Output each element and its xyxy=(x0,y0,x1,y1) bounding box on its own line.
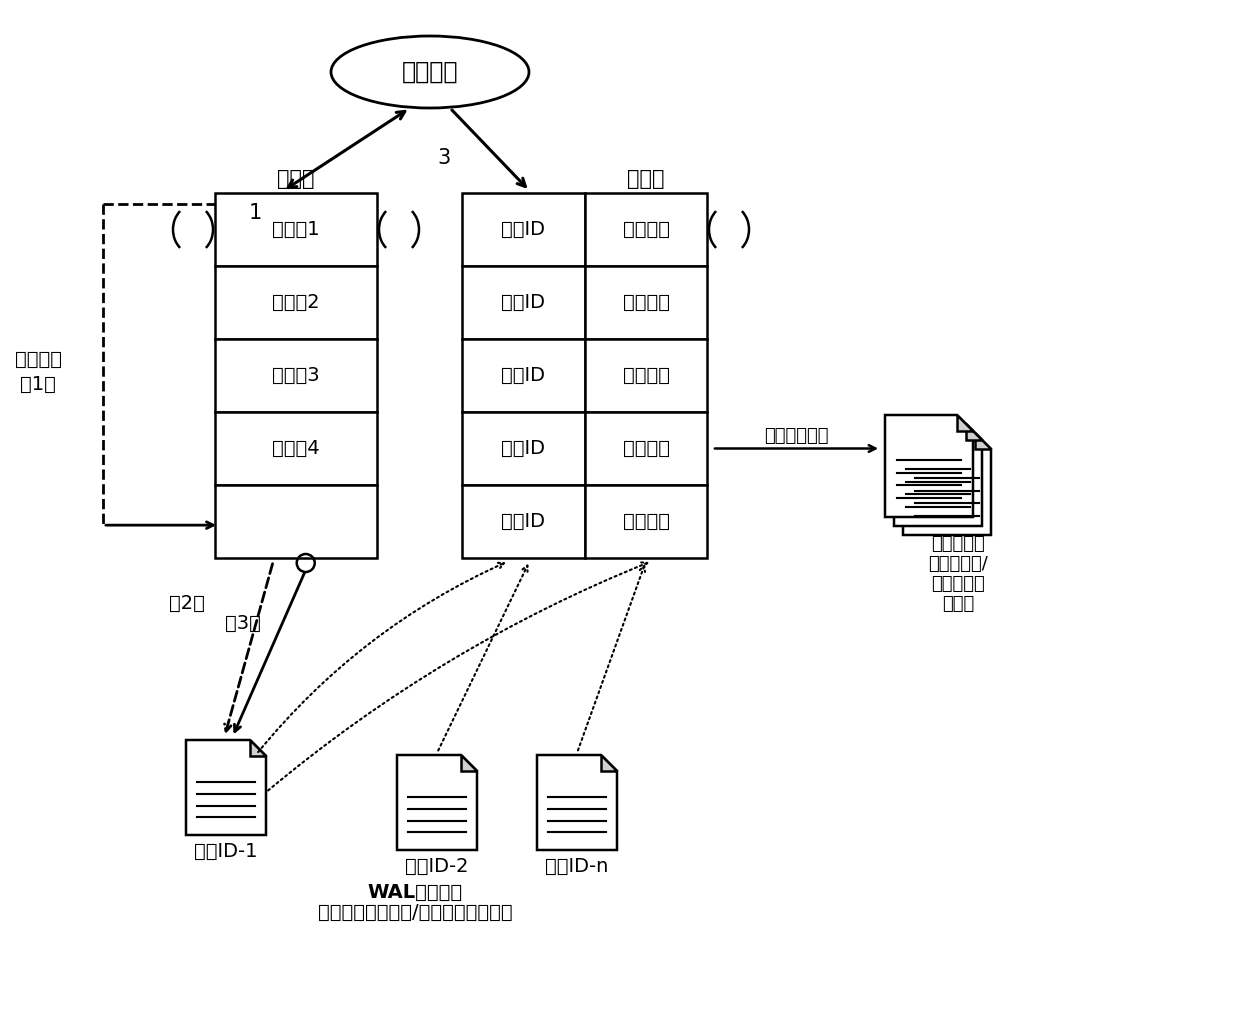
Text: 偏移地址: 偏移地址 xyxy=(622,439,670,458)
Ellipse shape xyxy=(331,36,529,108)
Text: 主队列: 主队列 xyxy=(278,169,315,189)
Text: 文件ID: 文件ID xyxy=(501,366,546,385)
Text: （本地存储/: （本地存储/ xyxy=(928,555,988,573)
Polygon shape xyxy=(186,740,267,835)
Text: 存储）: 存储） xyxy=(942,595,975,613)
Bar xyxy=(215,193,377,267)
Text: 偏移地址: 偏移地址 xyxy=(622,366,670,385)
Polygon shape xyxy=(894,424,982,526)
Bar xyxy=(215,339,377,412)
Text: （本地多目录存储/分布式文件存储）: （本地多目录存储/分布式文件存储） xyxy=(317,903,512,921)
Text: 数据体4: 数据体4 xyxy=(273,439,320,458)
Text: 数据体3: 数据体3 xyxy=(273,366,320,385)
Text: 偏移地址: 偏移地址 xyxy=(622,220,670,239)
Bar xyxy=(215,267,377,339)
Polygon shape xyxy=(957,415,973,431)
Polygon shape xyxy=(966,424,982,440)
Polygon shape xyxy=(885,415,973,516)
Text: 3: 3 xyxy=(438,148,450,168)
Polygon shape xyxy=(601,755,618,771)
Text: 偏移地址: 偏移地址 xyxy=(622,512,670,531)
Polygon shape xyxy=(250,740,267,756)
Polygon shape xyxy=(975,433,991,449)
Bar xyxy=(585,267,707,339)
Polygon shape xyxy=(397,755,477,850)
Text: 偏移地址: 偏移地址 xyxy=(622,293,670,312)
Polygon shape xyxy=(903,433,991,535)
Text: 文件ID: 文件ID xyxy=(501,220,546,239)
Text: 处理失败: 处理失败 xyxy=(15,350,62,369)
Text: 分布式文件: 分布式文件 xyxy=(931,575,985,593)
Polygon shape xyxy=(461,755,477,771)
Bar xyxy=(215,412,377,486)
Polygon shape xyxy=(537,755,618,850)
Text: 计算单元: 计算单元 xyxy=(402,60,459,84)
Bar xyxy=(463,486,585,558)
Text: 从队列: 从队列 xyxy=(627,169,665,189)
Text: （2）: （2） xyxy=(169,594,205,613)
Text: （3）: （3） xyxy=(226,614,260,632)
Bar xyxy=(585,339,707,412)
Bar xyxy=(463,267,585,339)
Text: 1: 1 xyxy=(248,204,262,223)
Text: 文件ID-2: 文件ID-2 xyxy=(405,856,469,876)
Text: WAL日志文件: WAL日志文件 xyxy=(367,882,463,902)
Bar xyxy=(585,193,707,267)
Text: 数据体1: 数据体1 xyxy=(273,220,320,239)
Text: 检查点文件: 检查点文件 xyxy=(931,535,985,553)
Text: 文件ID-n: 文件ID-n xyxy=(546,856,609,876)
Bar xyxy=(585,412,707,486)
Text: 文件ID: 文件ID xyxy=(501,293,546,312)
Text: 定时做检查点: 定时做检查点 xyxy=(764,428,828,445)
Bar xyxy=(463,339,585,412)
Text: 文件ID: 文件ID xyxy=(501,512,546,531)
Text: 数据体2: 数据体2 xyxy=(273,293,320,312)
Text: 文件ID: 文件ID xyxy=(501,439,546,458)
Bar xyxy=(463,412,585,486)
Bar xyxy=(585,486,707,558)
Text: （1）: （1） xyxy=(20,375,56,394)
Bar xyxy=(215,486,377,558)
Text: 文件ID-1: 文件ID-1 xyxy=(195,842,258,860)
Bar xyxy=(463,193,585,267)
